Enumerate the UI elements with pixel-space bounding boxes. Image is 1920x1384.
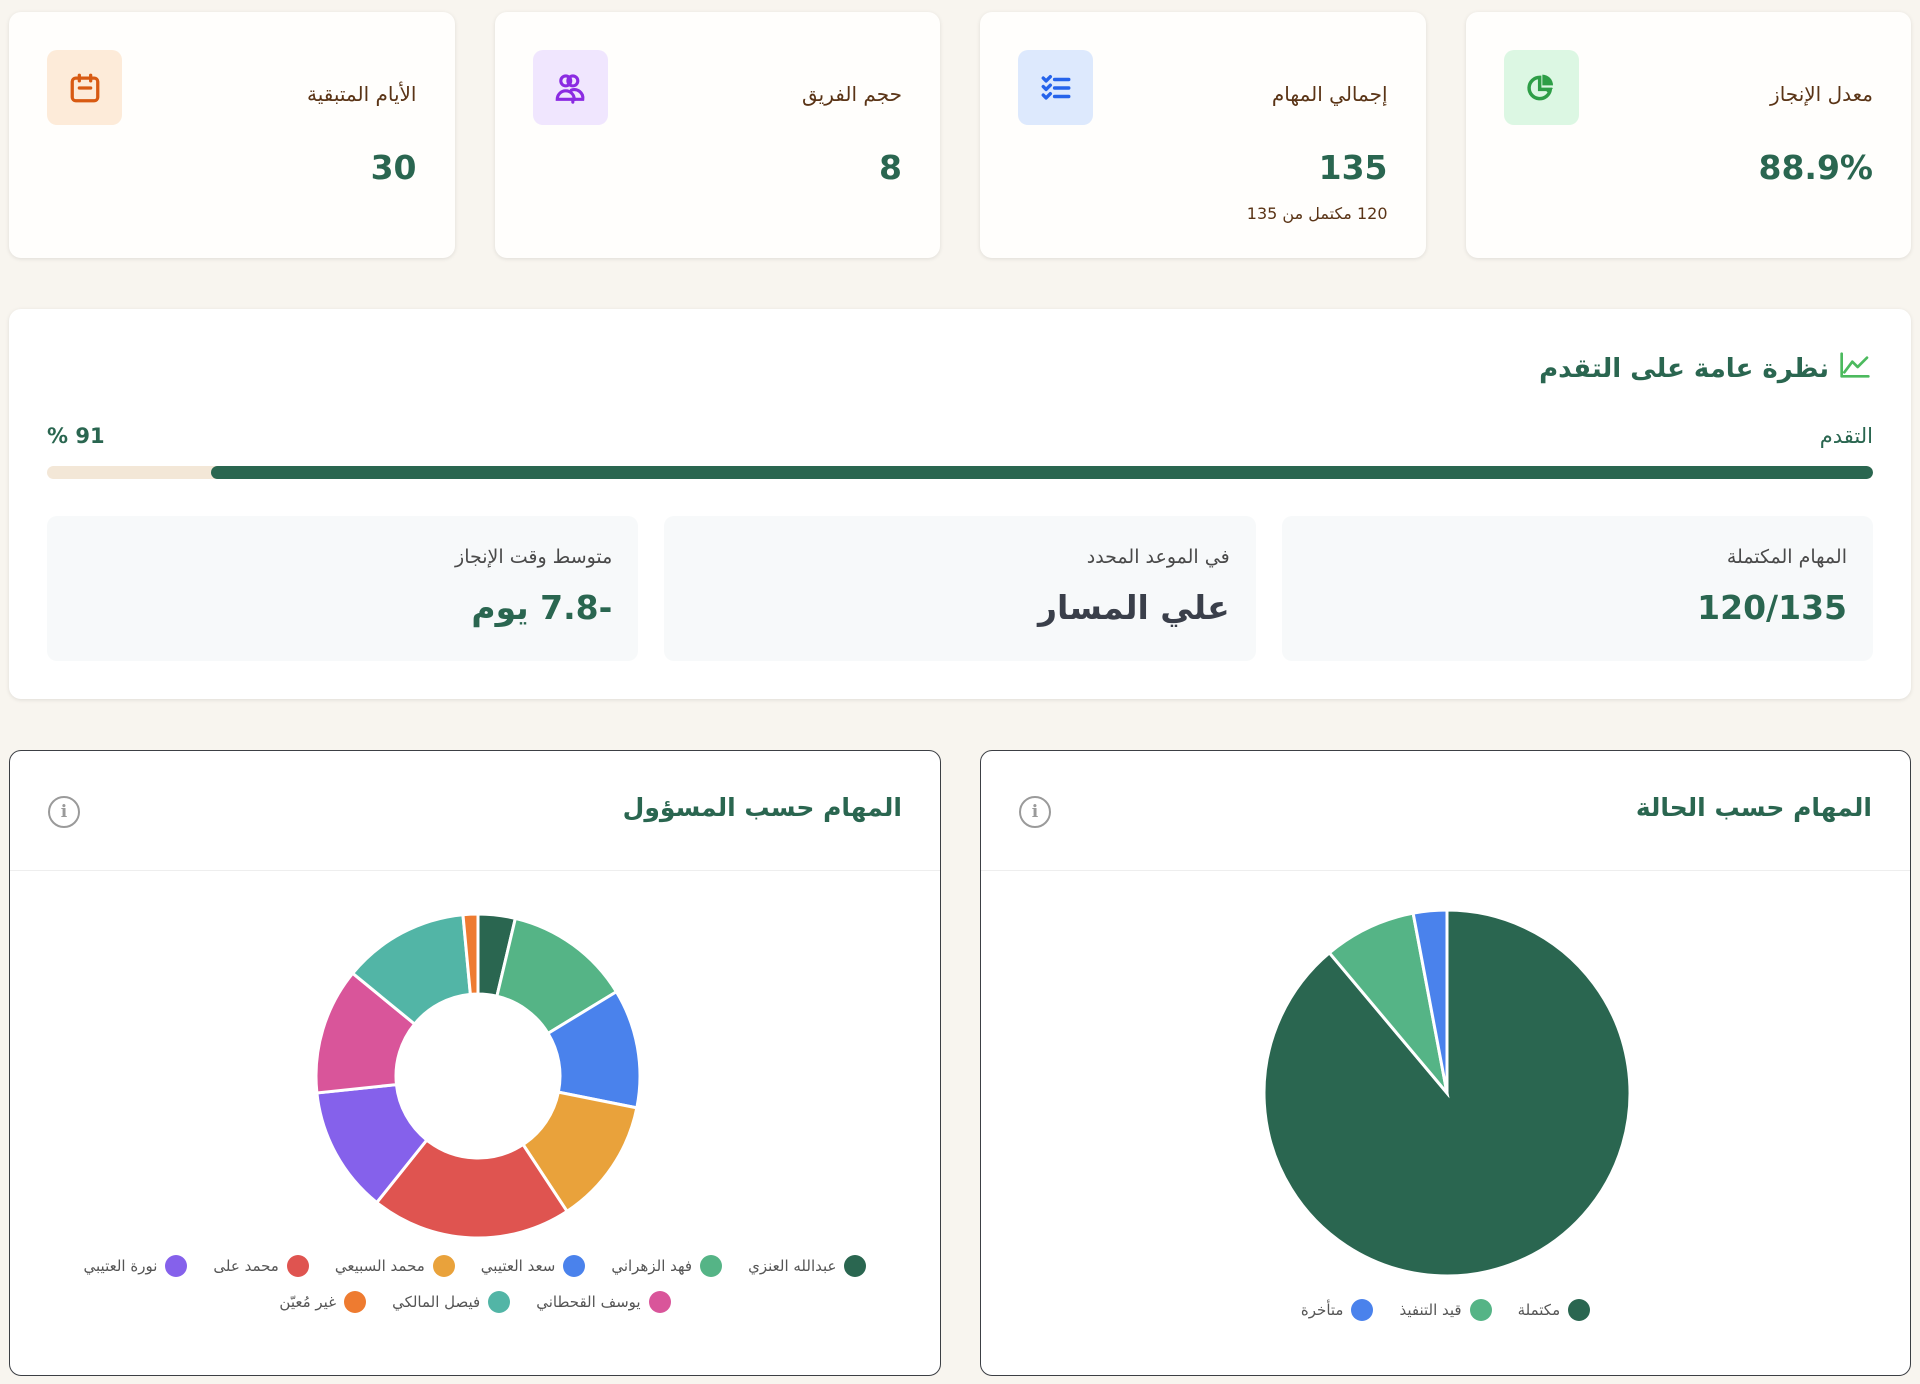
legend-color-dot [488, 1291, 511, 1313]
legend-label: مكتملة [1517, 1301, 1561, 1319]
kpi-card-team-size: حجم الفريق 8 [494, 12, 940, 258]
legend-color-dot [165, 1255, 188, 1277]
progress-overview-title: نظرة عامة على التقدم [1539, 351, 1871, 386]
tasks-by-status-card: المهام حسب الحالة i مكتملة قيد التنفيذ متأ… [980, 750, 1911, 1376]
legend-item[interactable]: متأخرة [1301, 1299, 1374, 1321]
trend-chart-icon [1839, 351, 1871, 386]
legend-color-dot [844, 1255, 867, 1277]
stat-label: المهام المكتملة [1726, 546, 1847, 568]
legend-item[interactable]: فيصل المالكي [392, 1291, 511, 1313]
progress-bar [47, 466, 1873, 479]
kpi-label: حجم الفريق [802, 82, 902, 106]
legend-color-dot [432, 1255, 455, 1277]
status-pie-chart[interactable] [1257, 903, 1637, 1283]
legend-color-dot [1351, 1299, 1374, 1321]
legend-color-dot [700, 1255, 723, 1277]
kpi-row: معدل الإنجاز 88.9% إجمالي المهام 135 120… [9, 12, 1911, 258]
kpi-label: الأيام المتبقية [306, 82, 417, 106]
stat-completed-tasks: المهام المكتملة 120/135 [1281, 516, 1873, 661]
legend-label: نورة العتيبي [83, 1257, 158, 1275]
chart-header: المهام حسب المسؤول i [10, 751, 940, 871]
progress-percent: % 91 [47, 424, 105, 448]
kpi-value: 30 [370, 148, 417, 187]
legend-label: غير مُعيّن [279, 1293, 337, 1311]
chart-title: المهام حسب الحالة [1635, 793, 1872, 822]
legend-label: يوسف القحطاني [536, 1293, 641, 1311]
pie-chart-icon [1503, 50, 1579, 125]
kpi-value: 88.9% [1758, 148, 1874, 187]
legend-item[interactable]: قيد التنفيذ [1399, 1299, 1492, 1321]
legend-color-dot [1568, 1299, 1591, 1321]
legend-label: فهد الزهراني [611, 1257, 693, 1275]
legend-item[interactable]: فهد الزهراني [611, 1255, 723, 1277]
users-icon [532, 50, 608, 125]
assignee-legend: عبدالله العنزي فهد الزهراني سعد العتيبي محم… [10, 1255, 940, 1313]
legend-color-dot [286, 1255, 309, 1277]
kpi-card-remaining-days: الأيام المتبقية 30 [9, 12, 455, 258]
legend-label: سعد العتيبي [480, 1257, 556, 1275]
info-icon[interactable]: i [1019, 796, 1051, 828]
stat-value: 120/135 [1697, 588, 1847, 627]
legend-item[interactable]: مكتملة [1518, 1299, 1591, 1321]
legend-color-dot [1469, 1299, 1492, 1321]
legend-color-dot [344, 1291, 367, 1313]
stat-label: في الموعد المحدد [1086, 546, 1230, 568]
stat-value: -7.8 يوم [471, 588, 613, 627]
legend-item[interactable]: سعد العتيبي [481, 1255, 586, 1277]
progress-overview-title-text: نظرة عامة على التقدم [1539, 353, 1829, 384]
progress-bar-fill [211, 466, 1873, 479]
kpi-card-completion-rate: معدل الإنجاز 88.9% [1465, 12, 1911, 258]
legend-label: قيد التنفيذ [1399, 1301, 1462, 1319]
legend-label: فيصل المالكي [392, 1293, 481, 1311]
kpi-card-total-tasks: إجمالي المهام 135 120 مكتمل من 135 [980, 12, 1426, 258]
status-legend: مكتملة قيد التنفيذ متأخرة [981, 1299, 1910, 1321]
legend-color-dot [648, 1291, 671, 1313]
chart-header: المهام حسب الحالة i [981, 751, 1910, 871]
kpi-value: 8 [879, 148, 902, 187]
tasks-by-assignee-card: المهام حسب المسؤول i عبدالله العنزي فهد ا… [9, 750, 941, 1376]
legend-item[interactable]: غير مُعيّن [279, 1291, 367, 1313]
legend-item[interactable]: نورة العتيبي [84, 1255, 188, 1277]
stat-on-schedule: في الموعد المحدد علي المسار [664, 516, 1256, 661]
legend-label: متأخرة [1300, 1301, 1344, 1319]
pie-slice[interactable] [1327, 911, 1450, 1099]
chart-title: المهام حسب المسؤول [622, 793, 902, 822]
legend-item[interactable]: عبدالله العنزي [748, 1255, 867, 1277]
stat-value: علي المسار [1037, 588, 1230, 627]
kpi-value: 135 [1318, 148, 1388, 187]
legend-label: عبدالله العنزي [748, 1257, 837, 1275]
kpi-subtext: 120 مكتمل من 135 [1246, 204, 1388, 223]
calendar-icon [47, 50, 122, 125]
pie-slice[interactable] [374, 1137, 570, 1240]
pie-slice[interactable] [1411, 908, 1449, 1094]
progress-stats-row: المهام المكتملة 120/135 في الموعد المحدد… [47, 516, 1873, 661]
info-icon[interactable]: i [48, 796, 80, 828]
kpi-label: معدل الإنجاز [1770, 82, 1873, 106]
progress-label: التقدم [1819, 424, 1873, 448]
legend-color-dot [563, 1255, 586, 1277]
kpi-label: إجمالي المهام [1271, 82, 1388, 106]
pie-slice[interactable] [461, 912, 480, 996]
legend-item[interactable]: محمد السبيعي [335, 1255, 455, 1277]
legend-item[interactable]: محمد على [213, 1255, 309, 1277]
progress-overview-card: نظرة عامة على التقدم التقدم % 91 المهام … [9, 309, 1911, 699]
legend-label: محمد على [213, 1257, 279, 1275]
stat-label: متوسط وقت الإنجاز [455, 546, 613, 568]
legend-item[interactable]: يوسف القحطاني [536, 1291, 671, 1313]
stat-avg-completion-time: متوسط وقت الإنجاز -7.8 يوم [47, 516, 639, 661]
legend-label: محمد السبيعي [334, 1257, 425, 1275]
assignee-donut-chart[interactable] [308, 906, 648, 1246]
checklist-icon [1018, 50, 1093, 125]
